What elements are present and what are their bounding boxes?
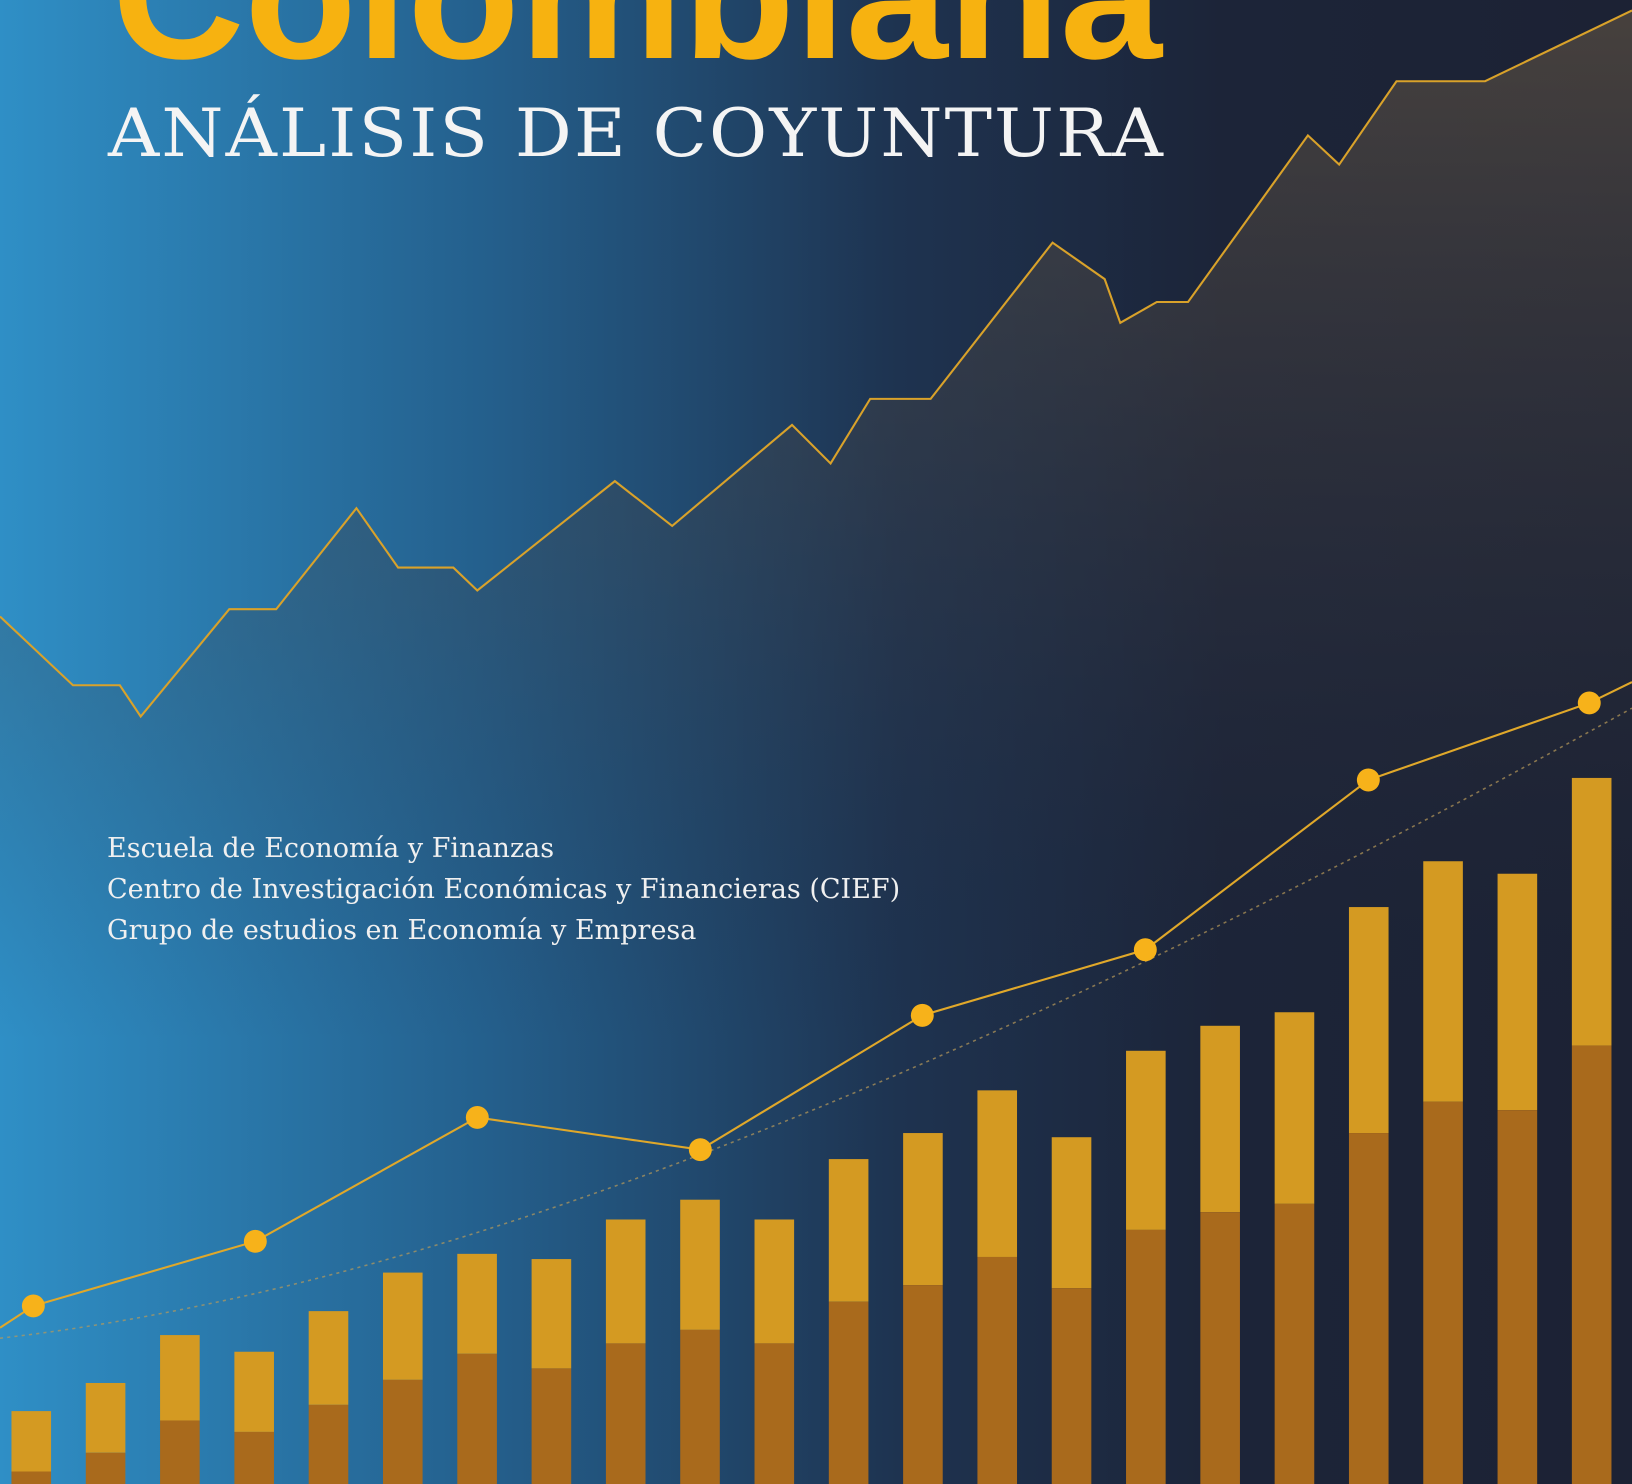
cover-title: Colombiana xyxy=(112,0,1164,97)
affiliation: Escuela de Economía y Finanzas xyxy=(107,833,554,864)
cover-page: Colombiana ANÁLISIS DE COYUNTURA Escuela… xyxy=(0,0,1632,1484)
cover-text: Colombiana ANÁLISIS DE COYUNTURA Escuela… xyxy=(0,0,1632,1484)
affiliation: Centro de Investigación Económicas y Fin… xyxy=(107,874,900,905)
affiliation: Grupo de estudios en Economía y Empresa xyxy=(107,915,696,946)
cover-subtitle: ANÁLISIS DE COYUNTURA xyxy=(107,95,1165,172)
